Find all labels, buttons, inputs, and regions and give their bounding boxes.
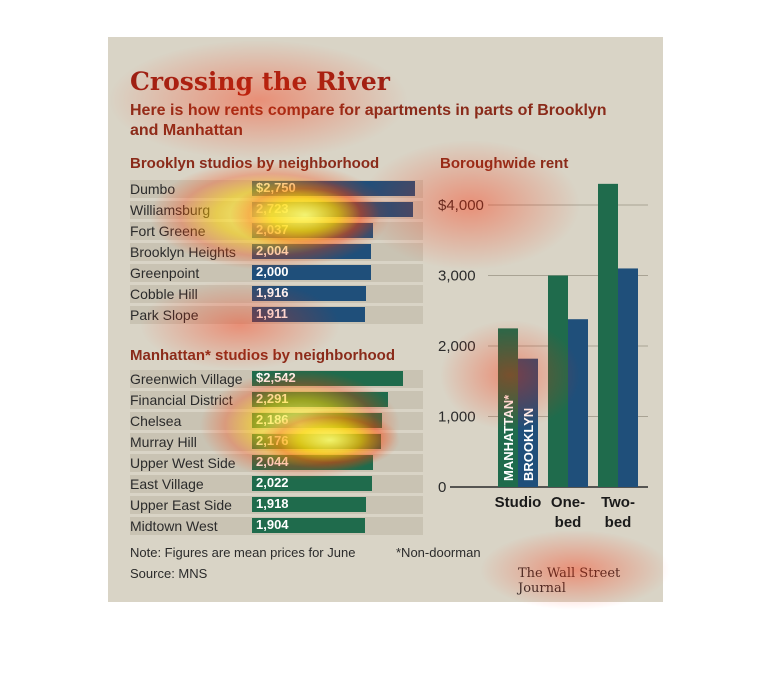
manhattan-label: Murray Hill (130, 434, 197, 450)
boroughwide-bar-chart: 0 1,000 2,000 3,000 $4,000 Studio One-bed Two-b… (438, 183, 648, 531)
x-tick-label: Studio (495, 494, 542, 511)
manhattan-bar (252, 518, 365, 533)
bar-manhattan (498, 328, 518, 487)
manhattan-label: Upper East Side (130, 497, 232, 513)
brooklyn-label: Williamsburg (130, 202, 211, 218)
brooklyn-value: $2,750 (256, 180, 296, 195)
x-tick-label: bed (555, 514, 582, 531)
y-tick-label: 3,000 (438, 268, 476, 285)
y-tick-label: 2,000 (438, 338, 476, 355)
manhattan-label: Greenwich Village (130, 371, 243, 387)
manhattan-section-title: Manhattan* studios by neighborhood (130, 347, 395, 364)
brooklyn-value: 1,911 (256, 306, 288, 321)
manhattan-value: 2,176 (256, 433, 289, 448)
manhattan-label: East Village (130, 476, 204, 492)
y-tick-label: 1,000 (438, 409, 476, 426)
brooklyn-label: Park Slope (130, 307, 199, 323)
brooklyn-value: 1,916 (256, 285, 289, 300)
chart-title: Crossing the River (130, 67, 390, 96)
bar-manhattan (548, 275, 568, 487)
manhattan-label: Chelsea (130, 413, 182, 429)
manhattan-value: 2,186 (256, 412, 289, 427)
manhattan-value: $2,542 (256, 370, 296, 385)
brooklyn-section-title: Brooklyn studios by neighborhood (130, 155, 380, 172)
bar-brooklyn (568, 319, 588, 487)
brooklyn-bar (252, 286, 366, 301)
manhattan-value: 2,291 (256, 391, 289, 406)
manhattan-bar (252, 497, 366, 512)
footnote-text: *Non-doorman (396, 545, 481, 560)
brooklyn-bar (252, 307, 365, 322)
chart-subtitle: Here is how rents compare for apartments… (130, 102, 607, 139)
infographic-panel: Crossing the River Here is how rents com… (108, 37, 663, 602)
brooklyn-value: 2,037 (256, 222, 289, 237)
manhattan-label: Financial District (130, 392, 233, 408)
note-text: Note: Figures are mean prices for June (130, 545, 356, 560)
x-tick-label: Two- (601, 494, 635, 511)
bar-brooklyn (518, 358, 538, 487)
manhattan-value: 2,022 (256, 475, 289, 490)
credit-text: The Wall Street Journal (518, 566, 621, 596)
source-text: Source: MNS (130, 566, 208, 581)
brooklyn-value: 2,723 (256, 201, 289, 216)
bar-brooklyn (618, 268, 638, 487)
x-tick-label: One- (551, 494, 585, 511)
brooklyn-label: Greenpoint (130, 265, 200, 281)
brooklyn-value: 2,000 (256, 264, 289, 279)
brooklyn-label: Dumbo (130, 181, 176, 197)
manhattan-value: 1,918 (256, 496, 289, 511)
boroughwide-title: Boroughwide rent (440, 155, 569, 172)
brooklyn-label: Cobble Hill (130, 286, 198, 302)
bar-manhattan (598, 183, 618, 487)
brooklyn-label: Brooklyn Heights (130, 244, 236, 260)
manhattan-value: 2,044 (256, 454, 289, 469)
manhattan-value: 1,904 (256, 517, 289, 532)
manhattan-label: Upper West Side (130, 455, 236, 471)
series-label: BROOKLYN (521, 408, 536, 481)
y-tick-label: $4,000 (438, 197, 484, 214)
brooklyn-value: 2,004 (256, 243, 289, 258)
brooklyn-label: Fort Greene (130, 223, 206, 239)
series-label: MANHATTAN* (501, 394, 516, 481)
manhattan-label: Midtown West (130, 518, 218, 534)
x-tick-label: bed (605, 514, 632, 531)
y-tick-label: 0 (438, 479, 446, 496)
